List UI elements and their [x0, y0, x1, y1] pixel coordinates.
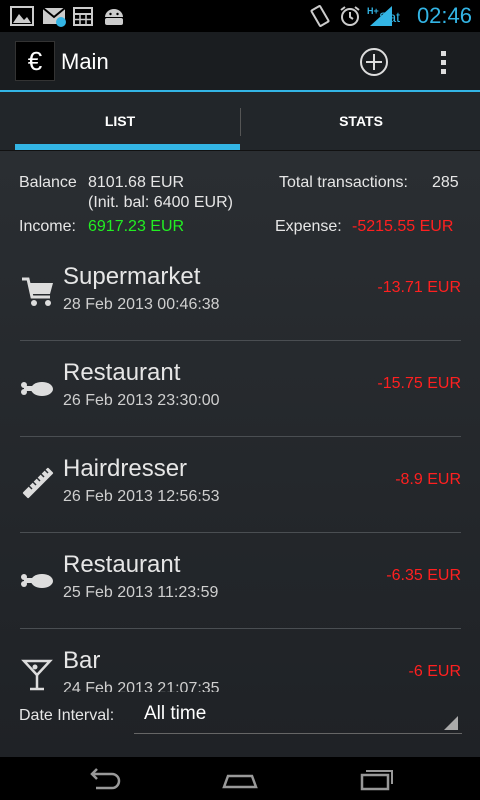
- action-bar: € Main: [0, 32, 480, 90]
- transaction-row[interactable]: Supermarket 28 Feb 2013 00:46:38 -13.71 …: [0, 245, 480, 341]
- expense-value: -5215.55 EUR: [352, 218, 454, 235]
- add-icon[interactable]: [354, 42, 394, 82]
- tab-list[interactable]: LIST: [104, 113, 136, 129]
- tab-stats[interactable]: STATS: [339, 113, 383, 129]
- initial-balance: (Init. bal: 6400 EUR): [88, 194, 233, 211]
- action-bar-divider: [0, 90, 480, 92]
- transaction-row[interactable]: Restaurant 26 Feb 2013 23:30:00 -15.75 E…: [0, 341, 480, 437]
- row-divider: [20, 628, 461, 629]
- cart-icon: [22, 277, 53, 306]
- transaction-category: Restaurant: [63, 359, 181, 386]
- comb-icon: [22, 467, 54, 499]
- expense-label: Expense:: [275, 218, 342, 235]
- home-icon[interactable]: [220, 765, 260, 793]
- status-time: 02:46: [416, 3, 472, 28]
- row-divider: [20, 436, 461, 437]
- food-icon: [21, 382, 53, 396]
- transaction-amount: -13.71 EUR: [377, 279, 461, 296]
- status-day: Sat: [378, 9, 400, 25]
- date-interval-value: All time: [144, 703, 207, 724]
- page-title: Main: [61, 49, 109, 74]
- income-value: 6917.23 EUR: [88, 218, 185, 235]
- calendar-icon: [73, 7, 93, 26]
- navigation-bar: [0, 757, 480, 800]
- gallery-icon: [10, 6, 34, 26]
- transactions-panel: Balance 8101.68 EUR (Init. bal: 6400 EUR…: [0, 151, 480, 757]
- tab-divider: [240, 108, 241, 136]
- dropdown-arrow-icon: [444, 716, 458, 730]
- transaction-amount: -6.35 EUR: [386, 567, 461, 584]
- transaction-date: 28 Feb 2013 00:46:38: [63, 296, 220, 313]
- cocktail-icon: [21, 659, 53, 691]
- transaction-date: 26 Feb 2013 23:30:00: [63, 392, 220, 409]
- transaction-list: Supermarket 28 Feb 2013 00:46:38 -13.71 …: [0, 245, 480, 692]
- balance-value: 8101.68 EUR: [88, 174, 185, 191]
- alarm-icon: [340, 6, 360, 26]
- transaction-date: 26 Feb 2013 12:56:53: [63, 488, 220, 505]
- row-divider: [20, 340, 461, 341]
- balance-label: Balance: [19, 174, 77, 191]
- total-transactions-value: 285: [432, 174, 459, 191]
- tab-selected-indicator: [15, 144, 240, 150]
- android-icon: [105, 9, 123, 25]
- transaction-category: Restaurant: [63, 551, 181, 578]
- signal-icon: H+: [367, 6, 392, 26]
- transaction-date: 25 Feb 2013 11:23:59: [63, 584, 219, 601]
- app-logo[interactable]: €: [15, 41, 55, 81]
- recent-apps-icon[interactable]: [356, 765, 396, 793]
- vibrate-icon: [310, 5, 330, 27]
- food-icon: [21, 574, 53, 588]
- date-interval-select[interactable]: All time: [134, 696, 462, 734]
- status-bar: H+ Sat 02:46: [0, 0, 480, 32]
- row-divider: [20, 532, 461, 533]
- overflow-menu-icon[interactable]: [426, 42, 462, 82]
- transaction-category: Bar: [63, 647, 101, 674]
- transaction-amount: -8.9 EUR: [395, 471, 461, 488]
- transaction-category: Supermarket: [63, 263, 201, 290]
- income-label: Income:: [19, 218, 76, 235]
- date-interval-label: Date Interval:: [19, 707, 115, 724]
- back-icon[interactable]: [84, 765, 124, 793]
- transaction-category: Hairdresser: [63, 455, 188, 482]
- transaction-date: 24 Feb 2013 21:07:35: [63, 680, 220, 692]
- transaction-row[interactable]: Restaurant 25 Feb 2013 11:23:59 -6.35 EU…: [0, 533, 480, 629]
- total-transactions-label: Total transactions:: [279, 174, 408, 191]
- transaction-row[interactable]: Hairdresser 26 Feb 2013 12:56:53 -8.9 EU…: [0, 437, 480, 533]
- transaction-amount: -15.75 EUR: [377, 375, 461, 392]
- svg-text:H+: H+: [367, 6, 379, 16]
- transaction-row[interactable]: Bar 24 Feb 2013 21:07:35 -6 EUR: [0, 629, 480, 692]
- gmail-icon: [42, 7, 66, 27]
- transaction-amount: -6 EUR: [408, 663, 461, 680]
